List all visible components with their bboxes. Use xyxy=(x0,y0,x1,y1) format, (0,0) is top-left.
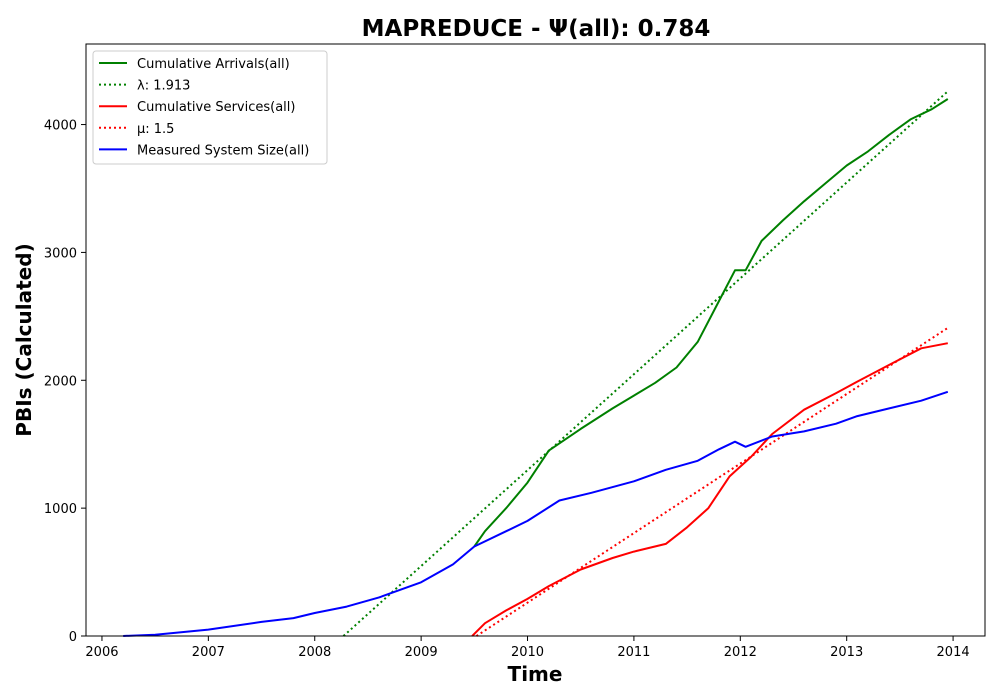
y-tick-label: 4000 xyxy=(44,119,77,134)
x-tick-label: 2007 xyxy=(192,645,225,660)
series-line-1-5 xyxy=(475,327,949,637)
legend-entry-1-5: μ: 1.5 xyxy=(137,122,174,137)
plot-lines xyxy=(123,90,949,637)
series-line-cumulative-services-all xyxy=(471,342,948,637)
y-tick-label: 2000 xyxy=(44,374,77,389)
legend-box xyxy=(92,50,328,165)
series-line-cumulative-arrivals-all xyxy=(473,98,949,548)
x-tick-label: 2013 xyxy=(830,645,863,660)
x-tick-label: 2014 xyxy=(937,645,970,660)
y-tick-label: 3000 xyxy=(44,246,77,261)
x-tick-label: 2009 xyxy=(405,645,438,660)
x-tick-label: 2012 xyxy=(724,645,757,660)
legend-entry-cumulative-arrivals-all: Cumulative Arrivals(all) xyxy=(137,57,290,72)
x-tick-label: 2010 xyxy=(511,645,544,660)
legend-entry-measured-system-size-all: Measured System Size(all) xyxy=(137,143,309,158)
x-tick-label: 2006 xyxy=(85,645,118,660)
x-tick-label: 2011 xyxy=(617,645,650,660)
y-tick-label: 1000 xyxy=(44,502,77,517)
plot-frame xyxy=(85,43,986,637)
x-axis-title: Time xyxy=(508,662,563,686)
series-line-1-913 xyxy=(342,90,949,637)
legend: Cumulative Arrivals(all) λ: 1.913 Cumulati… xyxy=(92,50,328,165)
y-axis-ticks: 0 1000 2000 3000 4000 xyxy=(44,119,86,645)
y-tick-label: 0 xyxy=(69,630,77,645)
chart-title: MAPREDUCE - Ψ(all): 0.784 xyxy=(362,16,711,42)
x-axis-ticks: 2006 2007 2008 2009 2010 2011 2012 2013 2014 xyxy=(85,636,970,660)
y-axis-title: PBIs (Calculated) xyxy=(12,243,36,436)
legend-entry-1-913: λ: 1.913 xyxy=(137,79,190,94)
x-tick-label: 2008 xyxy=(298,645,331,660)
legend-entry-cumulative-services-all: Cumulative Services(all) xyxy=(137,100,295,115)
series-line-measured-system-size-all xyxy=(123,390,949,637)
